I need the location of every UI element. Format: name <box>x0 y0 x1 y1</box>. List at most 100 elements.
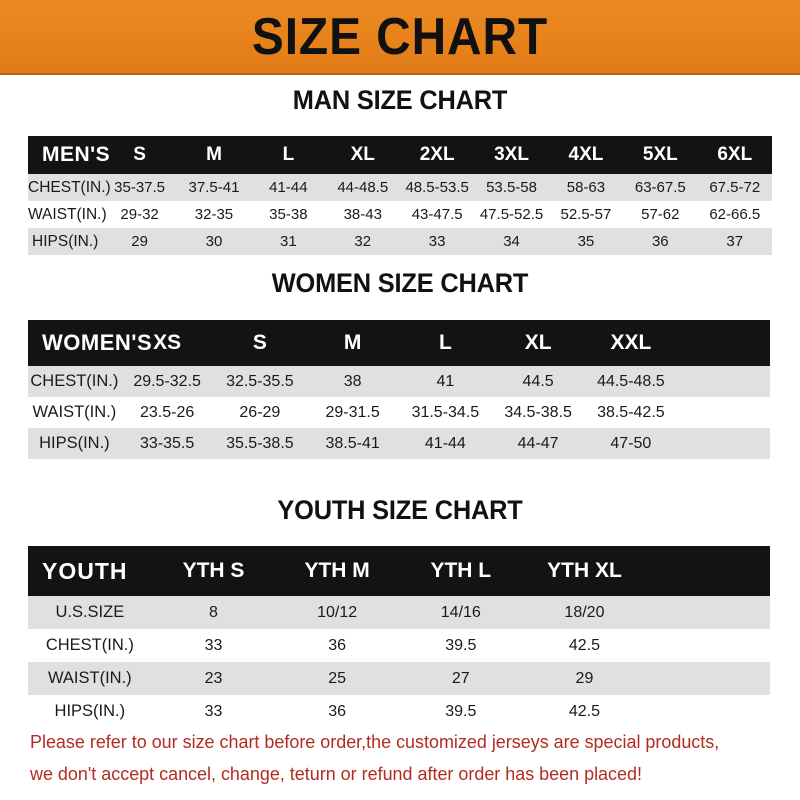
table-cell: 36 <box>623 228 698 255</box>
youth-col-l: YTH L <box>398 546 523 596</box>
table-cell: 8 <box>151 596 276 629</box>
women-col-empty <box>677 320 770 366</box>
table-row: CHEST(IN.) 35-37.5 37.5-41 41-44 44-48.5… <box>28 174 772 201</box>
table-cell: 35-37.5 <box>102 174 177 201</box>
table-cell: 35.5-38.5 <box>213 428 307 459</box>
table-cell <box>677 366 770 397</box>
table-cell: 44.5-48.5 <box>584 366 678 397</box>
table-cell: 39.5 <box>398 695 523 728</box>
table-cell: 34.5-38.5 <box>491 397 585 428</box>
table-row: WAIST(IN.) 23 25 27 29 <box>28 662 770 695</box>
men-col-xl: XL <box>325 136 400 174</box>
footer-line-2: we don't accept cancel, change, teturn o… <box>30 763 642 784</box>
women-col-xl: XL <box>491 320 585 366</box>
table-header-row: YOUTH YTH S YTH M YTH L YTH XL <box>28 546 770 596</box>
table-cell: 29-31.5 <box>306 397 399 428</box>
table-cell: 33-35.5 <box>120 428 214 459</box>
table-cell: 29-32 <box>102 201 177 228</box>
table-header-row: MEN'S S M L XL 2XL 3XL 4XL 5XL 6XL <box>28 136 772 174</box>
women-col-xs: XS <box>120 320 214 366</box>
table-cell: 38.5-41 <box>306 428 399 459</box>
table-row: CHEST(IN.) 33 36 39.5 42.5 <box>28 629 770 662</box>
women-row-label-hips: HIPS(IN.) <box>28 428 121 459</box>
table-cell: 26-29 <box>213 397 307 428</box>
women-header-label: WOMEN'S <box>28 320 152 366</box>
men-col-s: S <box>102 136 177 174</box>
youth-header-label: YOUTH <box>28 546 152 596</box>
table-cell: 37 <box>697 228 772 255</box>
table-cell: 48.5-53.5 <box>399 174 475 201</box>
table-cell: 38 <box>306 366 399 397</box>
men-row-label-hips: HIPS(IN.) <box>28 228 103 255</box>
men-col-l: L <box>251 136 326 174</box>
women-col-l: L <box>399 320 492 366</box>
table-cell: 35-38 <box>251 201 326 228</box>
table-cell: 38-43 <box>325 201 400 228</box>
section-title-youth: YOUTH SIZE CHART <box>277 495 523 525</box>
men-header-label: MEN'S <box>28 136 110 174</box>
women-row-label-chest: CHEST(IN.) <box>28 366 121 397</box>
men-col-6xl: 6XL <box>697 136 772 174</box>
table-cell: 53.5-58 <box>474 174 549 201</box>
table-cell: 42.5 <box>522 695 647 728</box>
men-size-table: MEN'S S M L XL 2XL 3XL 4XL 5XL 6XL CHEST… <box>28 136 772 255</box>
women-col-s: S <box>213 320 307 366</box>
youth-row-label-ussize: U.S.SIZE <box>28 596 152 629</box>
table-cell <box>646 695 770 728</box>
section-title-women: WOMEN SIZE CHART <box>271 268 529 298</box>
table-cell: 43-47.5 <box>399 201 475 228</box>
table-cell: 23 <box>151 662 276 695</box>
youth-size-table: YOUTH YTH S YTH M YTH L YTH XL U.S.SIZE … <box>28 546 770 728</box>
youth-row-label-hips: HIPS(IN.) <box>28 695 152 728</box>
table-cell: 41-44 <box>399 428 492 459</box>
table-cell: 31.5-34.5 <box>399 397 492 428</box>
women-col-m: M <box>306 320 399 366</box>
table-cell: 34 <box>474 228 549 255</box>
men-col-3xl: 3XL <box>474 136 549 174</box>
men-col-5xl: 5XL <box>623 136 698 174</box>
youth-col-xl: YTH XL <box>522 546 647 596</box>
table-cell: 30 <box>176 228 252 255</box>
table-cell: 33 <box>399 228 475 255</box>
table-cell: 14/16 <box>398 596 523 629</box>
table-cell: 41 <box>399 366 492 397</box>
table-cell: 38.5-42.5 <box>584 397 678 428</box>
table-cell: 10/12 <box>275 596 399 629</box>
table-row: HIPS(IN.) 29 30 31 32 33 34 35 36 37 <box>28 228 772 255</box>
table-cell: 35 <box>548 228 624 255</box>
youth-col-empty <box>646 546 770 596</box>
table-row: HIPS(IN.) 33 36 39.5 42.5 <box>28 695 770 728</box>
table-cell: 44.5 <box>491 366 585 397</box>
banner: SIZE CHART <box>0 0 800 75</box>
table-cell: 52.5-57 <box>548 201 624 228</box>
table-cell: 44-47 <box>491 428 585 459</box>
table-cell: 37.5-41 <box>176 174 252 201</box>
table-cell <box>677 428 770 459</box>
footer-line-1: Please refer to our size chart before or… <box>30 731 720 752</box>
footer-disclaimer: Please refer to our size chart before or… <box>30 726 756 790</box>
table-cell: 41-44 <box>251 174 326 201</box>
men-col-2xl: 2XL <box>399 136 475 174</box>
youth-col-s: YTH S <box>151 546 276 596</box>
table-cell: 29 <box>102 228 177 255</box>
table-cell: 32 <box>325 228 400 255</box>
table-cell: 25 <box>275 662 399 695</box>
page-title: SIZE CHART <box>251 7 549 66</box>
table-row: WAIST(IN.) 29-32 32-35 35-38 38-43 43-47… <box>28 201 772 228</box>
table-cell: 27 <box>398 662 523 695</box>
table-cell: 32.5-35.5 <box>213 366 307 397</box>
table-cell: 63-67.5 <box>623 174 698 201</box>
men-col-m: M <box>176 136 252 174</box>
youth-row-label-waist: WAIST(IN.) <box>28 662 152 695</box>
table-cell: 29.5-32.5 <box>120 366 214 397</box>
youth-col-m: YTH M <box>275 546 399 596</box>
table-cell: 33 <box>151 695 276 728</box>
table-cell <box>646 596 770 629</box>
section-title-man: MAN SIZE CHART <box>292 85 508 115</box>
men-row-label-chest: CHEST(IN.) <box>28 174 111 201</box>
women-size-table: WOMEN'S XS S M L XL XXL CHEST(IN.) 29.5-… <box>28 320 770 459</box>
table-header-row: WOMEN'S XS S M L XL XXL <box>28 320 770 366</box>
table-row: U.S.SIZE 8 10/12 14/16 18/20 <box>28 596 770 629</box>
table-cell: 36 <box>275 629 399 662</box>
